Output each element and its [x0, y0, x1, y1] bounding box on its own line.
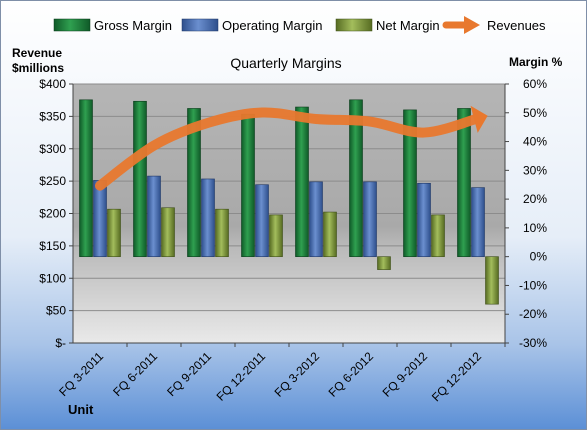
bar-operating-margin-fq-3-2012 [309, 181, 323, 257]
revenue-line [95, 105, 488, 191]
x-axis-label: Unit [68, 402, 94, 417]
legend-label-net-margin: Net Margin [376, 18, 440, 33]
axes: $- $50 $100 $150 $200 $250 $300 $350 $400 -30% -20… [39, 77, 547, 350]
revenues-line-path [95, 107, 483, 191]
bar-gross-margin-fq-9-2011 [187, 108, 201, 257]
legend-swatch-revenues [442, 16, 480, 34]
right-tick-label: -10% [519, 278, 547, 292]
legend-swatch-gross-margin [53, 18, 91, 32]
legend-label-revenues: Revenues [487, 18, 546, 33]
right-axis-label: Margin % [509, 55, 563, 69]
left-tick-label: $- [55, 336, 66, 350]
bar-gross-margin-fq-6-2011 [133, 100, 147, 257]
bar-gross-margin-fq-6-2012 [349, 99, 363, 257]
bar-gross-margin-fq-9-2012 [403, 109, 417, 257]
left-axis-label-line1: Revenue [12, 46, 62, 60]
left-tick-label: $200 [39, 207, 66, 221]
right-tick-label: 50% [523, 106, 547, 120]
bars [79, 99, 499, 305]
chart-title: Quarterly Margins [230, 55, 341, 71]
right-tick-label: 30% [523, 163, 547, 177]
bar-net-margin-fq-9-2011 [215, 208, 229, 257]
left-tick-label: $150 [39, 239, 66, 253]
right-tick-label: 60% [523, 77, 547, 91]
bar-net-margin-fq-3-2011 [107, 208, 121, 257]
bar-net-margin-fq-6-2012 [377, 256, 391, 270]
right-tick-label: 40% [523, 135, 547, 149]
right-tick-label: 10% [523, 221, 547, 235]
left-tick-label: $50 [46, 304, 66, 318]
legend-swatch-net-margin [335, 18, 373, 32]
bar-net-margin-fq-12-2011 [269, 214, 283, 257]
bar-operating-margin-fq-9-2011 [201, 178, 215, 257]
right-tick-label: -20% [519, 307, 547, 321]
legend: Gross Margin Operating Margin Net Margin… [53, 16, 546, 34]
bar-net-margin-fq-3-2012 [323, 211, 337, 257]
left-tick-label: $100 [39, 271, 66, 285]
left-tick-label: $350 [39, 109, 66, 123]
bar-operating-margin-fq-12-2012 [471, 187, 485, 257]
right-tick-label: -30% [519, 336, 547, 350]
bar-net-margin-fq-12-2012 [485, 256, 499, 305]
bar-operating-margin-fq-6-2011 [147, 175, 161, 257]
bar-operating-margin-fq-9-2012 [417, 182, 431, 257]
right-tick-label: 20% [523, 192, 547, 206]
right-tick-label: 0% [530, 250, 548, 264]
left-tick-label: $300 [39, 142, 66, 156]
bar-net-margin-fq-9-2012 [431, 214, 445, 257]
bar-operating-margin-fq-6-2012 [363, 181, 377, 257]
left-tick-label: $250 [39, 174, 66, 188]
bar-operating-margin-fq-3-2011 [93, 180, 107, 257]
revenues-line-arrowhead [470, 105, 488, 133]
bar-net-margin-fq-6-2011 [161, 207, 175, 257]
bar-gross-margin-fq-3-2012 [295, 106, 309, 257]
bar-gross-margin-fq-12-2012 [457, 108, 471, 257]
left-tick-label: $400 [39, 77, 66, 91]
legend-label-operating-margin: Operating Margin [222, 18, 322, 33]
bar-gross-margin-fq-3-2011 [79, 99, 93, 257]
legend-label-gross-margin: Gross Margin [94, 18, 172, 33]
left-axis-label-line2: $millions [12, 61, 64, 75]
legend-swatch-operating-margin [181, 18, 219, 32]
bar-gross-margin-fq-12-2011 [241, 113, 255, 257]
bar-operating-margin-fq-12-2011 [255, 184, 269, 257]
